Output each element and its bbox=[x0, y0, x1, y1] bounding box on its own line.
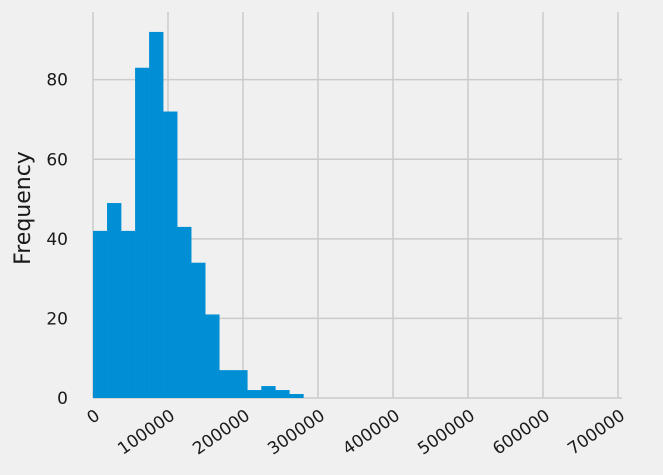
y-tick-label: 0 bbox=[57, 389, 68, 409]
x-tick-label: 700000 bbox=[564, 406, 629, 460]
x-tick-label: 400000 bbox=[339, 406, 404, 460]
histogram-bar bbox=[275, 390, 290, 398]
histogram-bar bbox=[177, 226, 192, 398]
x-tick-label: 600000 bbox=[489, 406, 554, 460]
histogram-bar bbox=[163, 111, 178, 398]
y-tick-label: 80 bbox=[46, 71, 68, 91]
x-tick-label: 500000 bbox=[414, 406, 479, 460]
x-tick-label: 200000 bbox=[189, 406, 254, 460]
histogram-bar bbox=[233, 370, 248, 398]
y-tick-label: 60 bbox=[46, 150, 68, 170]
histogram-bar bbox=[261, 386, 276, 398]
y-axis-label: Frequency bbox=[11, 151, 36, 265]
bars bbox=[93, 31, 304, 399]
histogram-bar bbox=[121, 230, 136, 398]
histogram-bar bbox=[219, 370, 234, 398]
histogram-bar bbox=[107, 203, 122, 398]
histogram-bar bbox=[191, 262, 206, 398]
histogram-bar bbox=[93, 230, 108, 398]
x-tick-label: 100000 bbox=[114, 406, 179, 460]
histogram-bar bbox=[205, 314, 220, 398]
y-tick-label: 40 bbox=[46, 230, 68, 250]
histogram-bar bbox=[289, 394, 304, 398]
x-axis-ticks: 0 100000 200000 300000 400000 500000 600000 700… bbox=[84, 406, 629, 460]
histogram-bar bbox=[149, 31, 164, 399]
x-tick-label: 0 bbox=[84, 406, 104, 429]
x-tick-label: 300000 bbox=[264, 406, 329, 460]
histogram-bar bbox=[135, 67, 150, 398]
histogram-bar bbox=[247, 390, 262, 398]
y-axis-ticks: 0 20 40 60 80 bbox=[46, 71, 68, 409]
y-tick-label: 20 bbox=[46, 309, 68, 329]
